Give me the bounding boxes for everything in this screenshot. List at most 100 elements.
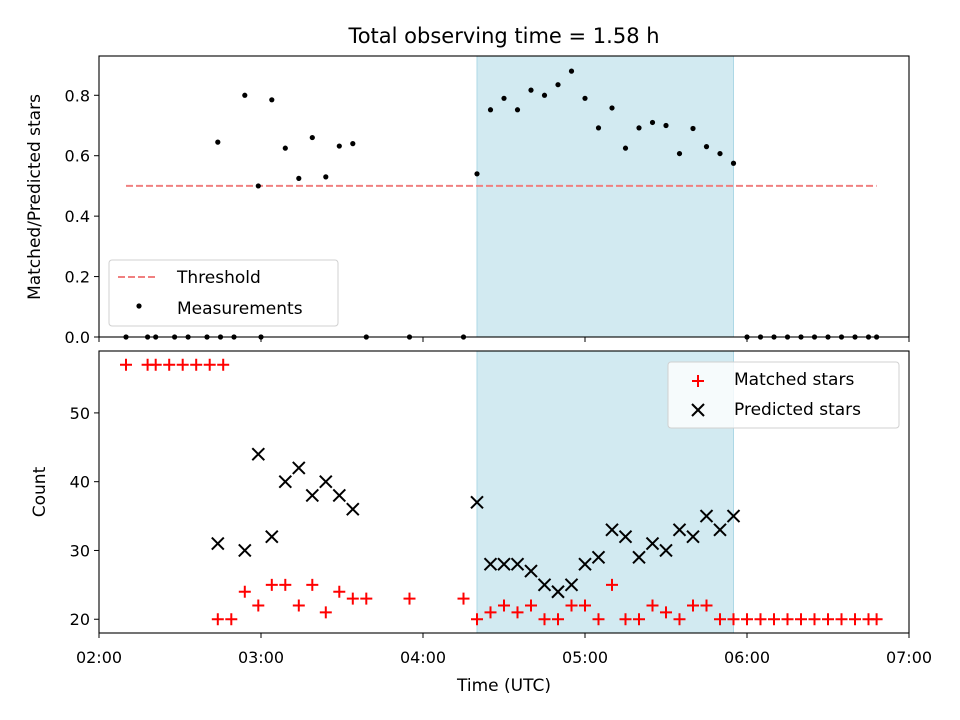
measurement-point: [501, 95, 507, 101]
matched-star-point: [217, 358, 230, 371]
matched-star-point: [525, 599, 537, 612]
predicted-star-point: [686, 530, 700, 544]
matched-legend-label: Matched stars: [734, 370, 854, 390]
predicted-legend-swatch: [691, 403, 705, 417]
predicted-star-point: [551, 585, 565, 599]
measurement-point: [323, 174, 329, 180]
predicted-star-point: [618, 530, 633, 544]
x-tick-label: 03:00: [238, 648, 284, 667]
predicted-star-point: [578, 557, 592, 571]
matched-star-point: [252, 599, 265, 612]
matched-star-point: [238, 585, 251, 598]
matched-star-point: [333, 585, 346, 598]
predicted-star-point: [346, 502, 360, 516]
x-axis-label: Time (UTC): [456, 676, 551, 696]
measurements-legend-label: Measurements: [177, 299, 303, 319]
predicted-legend-label: Predicted stars: [734, 400, 861, 420]
top-y-axis-label: Matched/Predicted stars: [25, 94, 45, 300]
matched-star-point: [633, 613, 645, 626]
predicted-star-point: [238, 543, 252, 558]
matched-star-point: [768, 613, 780, 626]
predicted-star-point: [699, 509, 714, 523]
predicted-star-point: [470, 495, 484, 510]
predicted-star-point: [659, 543, 673, 558]
threshold-legend-label: Threshold: [176, 268, 261, 288]
top-axes-frame: [98, 55, 910, 338]
measurement-point: [690, 125, 696, 132]
matched-star-point: [511, 606, 524, 619]
measurement-point: [309, 134, 315, 141]
matched-star-point: [619, 613, 632, 626]
matched-star-point: [727, 613, 740, 626]
measurements-legend-swatch: [136, 303, 142, 309]
matched-star-point: [741, 613, 753, 626]
bottom-y-axis-label: Count: [30, 466, 50, 517]
measurement-point: [568, 68, 575, 74]
matched-star-point: [319, 606, 332, 619]
matched-star-point: [120, 358, 132, 371]
predicted-star-point: [251, 447, 266, 461]
measurement-point: [487, 107, 494, 113]
predicted-star-point: [211, 536, 225, 551]
measurement-point: [582, 95, 588, 101]
measurement-point: [282, 145, 288, 151]
matched-star-point: [190, 358, 203, 371]
measurement-point: [676, 150, 683, 157]
measurement-point: [622, 145, 629, 151]
bottom-y-tick-label: 20: [70, 610, 90, 629]
matched-star-point: [149, 358, 162, 371]
x-tick-label: 06:00: [724, 648, 770, 667]
top-y-tick-label: 0.2: [65, 268, 90, 287]
predicted-star-point: [524, 564, 538, 578]
predicted-star-point: [319, 474, 333, 489]
measurement-point: [336, 143, 342, 149]
matched-star-point: [471, 613, 483, 626]
top-y-tick-label: 0.6: [65, 147, 90, 166]
bottom-legend: Matched stars Predicted stars: [667, 361, 900, 429]
matched-star-point: [714, 613, 726, 626]
observing-interval-shade: [476, 55, 734, 338]
matched-star-point: [552, 613, 564, 626]
bottom-axes-frame: [98, 350, 910, 634]
matched-star-point: [346, 592, 359, 605]
measurement-point: [555, 82, 561, 88]
measurement-point: [609, 105, 615, 111]
measurement-point: [474, 171, 480, 177]
predicted-star-point: [605, 523, 619, 537]
measurement-point: [242, 92, 248, 98]
measurement-point: [636, 125, 642, 131]
bottom-y-tick-label: 50: [70, 404, 90, 423]
matched-star-point: [498, 599, 510, 612]
matched-star-point: [795, 613, 807, 626]
matched-star-point: [646, 599, 659, 612]
matched-star-point: [808, 613, 821, 626]
matched-star-point: [279, 578, 292, 591]
matched-star-point: [265, 578, 278, 591]
top-y-tick-label: 0.4: [65, 207, 90, 226]
matched-star-point: [211, 613, 224, 626]
matched-star-point: [306, 578, 319, 591]
matched-star-point: [606, 578, 618, 591]
predicted-star-point: [537, 578, 552, 592]
matched-star-point: [292, 599, 305, 612]
x-tick-label: 02:00: [76, 648, 122, 667]
measurement-point: [296, 175, 302, 181]
matched-star-point: [673, 613, 686, 626]
matched-star-point: [822, 613, 834, 626]
predicted-star-point: [645, 536, 660, 551]
matched-star-point: [203, 358, 216, 371]
top-panel: Total observing time = 1.58 h 0.0 0.2 0.4 0…: [25, 24, 910, 347]
matched-star-point: [660, 606, 672, 619]
measurement-point: [663, 122, 669, 129]
measurement-point: [649, 119, 656, 126]
matched-star-point: [579, 599, 591, 612]
top-y-tick-label: 0.0: [65, 328, 90, 347]
predicted-star-point: [332, 488, 347, 503]
matched-legend-swatch: [692, 375, 704, 387]
matched-star-point: [163, 358, 176, 371]
x-tick-label: 04:00: [400, 648, 446, 667]
matched-star-point: [835, 613, 848, 626]
measurement-point: [350, 141, 356, 147]
